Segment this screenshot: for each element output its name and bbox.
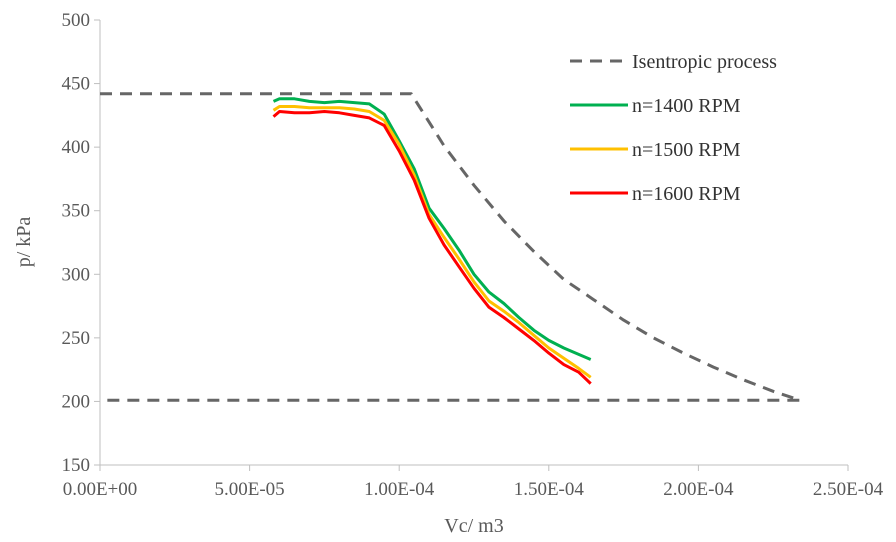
- series-line-2: [272, 97, 592, 361]
- series-line-4: [272, 110, 592, 385]
- y-ticks: 150 200 250 300 350 400 450 500: [62, 10, 100, 476]
- plot-lines: [100, 92, 802, 402]
- y-tick-label: 250: [62, 328, 91, 349]
- y-tick-label: 150: [62, 455, 91, 476]
- y-tick-label: 200: [62, 391, 91, 412]
- legend-label-1: Isentropic process: [632, 51, 777, 73]
- x-tick-label: 2.50E-04: [813, 479, 884, 500]
- y-tick-label: 450: [62, 74, 91, 95]
- x-axis-title: Vc/ m3: [444, 515, 503, 537]
- x-tick-label: 1.00E-04: [364, 479, 435, 500]
- x-tick-label: 0.00E+00: [63, 479, 138, 500]
- y-tick-label: 300: [62, 264, 91, 285]
- x-tick-label: 2.00E-04: [663, 479, 734, 500]
- x-ticks: 0.00E+00 5.00E-05 1.00E-04 1.50E-04 2.00E-04…: [63, 465, 884, 500]
- y-tick-label: 350: [62, 201, 91, 222]
- legend-label-4: n=1600 RPM: [632, 183, 741, 205]
- legend-label-2: n=1400 RPM: [632, 95, 741, 117]
- x-tick-label: 5.00E-05: [215, 479, 285, 500]
- y-tick-label: 400: [62, 137, 91, 158]
- x-tick-label: 1.50E-04: [514, 479, 585, 500]
- series-line-1: [100, 92, 802, 402]
- legend: Isentropic process n=1400 RPM n=1500 RPM n=…: [570, 51, 777, 205]
- axes: [99, 20, 848, 466]
- y-tick-label: 500: [62, 10, 91, 31]
- y-axis-title: p/ kPa: [13, 217, 35, 268]
- legend-label-3: n=1500 RPM: [632, 139, 741, 161]
